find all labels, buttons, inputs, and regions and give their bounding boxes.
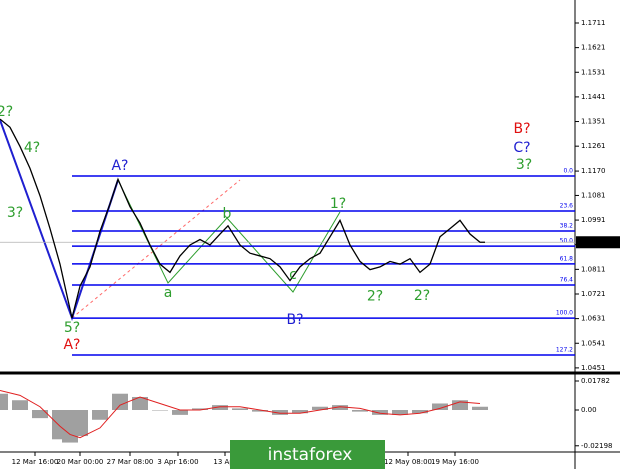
current-price-box: [576, 236, 620, 249]
y-tick-label: 1.0991: [581, 216, 606, 224]
wave-label: b: [223, 206, 232, 222]
macd-bar: [432, 403, 448, 410]
fib-label: 23.6: [560, 203, 574, 210]
y-tick-label: 1.1531: [581, 68, 606, 76]
y-tick-label: 1.1711: [581, 19, 606, 27]
x-tick-label: 19 May 16:00: [431, 458, 479, 466]
y-tick-label: 0.00: [581, 406, 597, 414]
macd-bar: [392, 410, 408, 415]
wave-label: 1?: [330, 196, 346, 212]
wave-label: 3?: [516, 157, 532, 173]
y-tick-label: 1.1351: [581, 118, 606, 126]
macd-bar: [332, 405, 348, 410]
y-tick-label: 1.0811: [581, 265, 606, 273]
trend-line: [71, 179, 241, 319]
macd-bar: [12, 400, 28, 410]
macd-bar: [152, 410, 168, 411]
macd-bar: [192, 408, 208, 410]
macd-bar: [72, 410, 88, 437]
macd-bar: [312, 406, 328, 410]
macd-bar: [412, 410, 428, 414]
current-price-label: 1.0910: [591, 238, 616, 246]
x-tick-label: 20 Mar 00:00: [57, 458, 104, 466]
wave-label: 2?: [0, 104, 13, 120]
y-tick-label: 1.0721: [581, 290, 606, 298]
y-tick-label: 1.1441: [581, 93, 606, 101]
x-tick-label: 13 Apr: [213, 458, 236, 466]
y-tick-label: 0.01782: [581, 377, 610, 385]
macd-bar: [132, 396, 148, 410]
price-line: [0, 118, 485, 319]
wave-label: C?: [513, 140, 530, 156]
wave-label: 3?: [7, 205, 23, 221]
price-panel: 1.1711 1.1621 1.1531 1.1441 1.1351 1.1261 1.11…: [0, 19, 620, 466]
y-tick-label: 1.1170: [581, 167, 606, 175]
macd-bar: [372, 410, 388, 415]
wave-label: 4?: [24, 140, 40, 156]
watermark: instaforex: [268, 445, 353, 465]
x-tick-label: 27 Mar 08:00: [107, 458, 154, 466]
wave-label: A?: [63, 337, 80, 353]
macd-bar: [292, 410, 308, 414]
fib-label: 0.0: [563, 168, 573, 175]
macd-bar: [272, 410, 288, 415]
y-tick-label: -0.02198: [581, 442, 612, 450]
x-tick-label: 12 Mar 16:00: [12, 458, 59, 466]
fib-label: 100.0: [556, 310, 573, 317]
fib-label: 76.4: [560, 276, 574, 283]
wave-label: 5?: [64, 320, 80, 336]
wave-label: 2?: [414, 288, 430, 304]
macd-bar: [252, 410, 268, 412]
macd-bar: [32, 410, 48, 419]
macd-bar: [472, 406, 488, 410]
fib-label: 61.8: [560, 255, 574, 262]
macd-bar: [212, 405, 228, 410]
macd-panel: 0.01782 0.00 -0.02198: [0, 377, 612, 450]
x-tick-label: 3 Apr 16:00: [157, 458, 198, 466]
fib-label: 38.2: [560, 223, 574, 230]
signal-line: [0, 389, 481, 439]
macd-bar: [92, 410, 108, 420]
watermark-box: [230, 440, 385, 469]
macd-bar: [172, 410, 188, 415]
macd-bar: [0, 393, 8, 410]
wave-label: A?: [111, 158, 128, 174]
y-tick-label: 1.1261: [581, 142, 606, 150]
wave-label: B?: [286, 312, 303, 328]
y-tick-label: 1.0451: [581, 364, 606, 372]
wave-label: c: [289, 267, 297, 283]
y-tick-label: 1.1621: [581, 44, 606, 52]
macd-bar: [352, 410, 368, 412]
wave-label: 2?: [367, 289, 383, 305]
macd-bar: [112, 393, 128, 410]
y-tick-label: 1.1081: [581, 191, 606, 199]
y-tick-label: 1.0631: [581, 315, 606, 323]
wave-label: B?: [513, 121, 530, 137]
macd-bar: [232, 408, 248, 410]
macd-bar: [452, 400, 468, 410]
x-tick-label: 12 May 08:00: [384, 458, 432, 466]
wave-label: a: [164, 285, 173, 301]
y-tick-label: 1.0541: [581, 339, 606, 347]
fib-label: 50.0: [560, 238, 574, 245]
fib-label: 127.2: [556, 347, 573, 354]
